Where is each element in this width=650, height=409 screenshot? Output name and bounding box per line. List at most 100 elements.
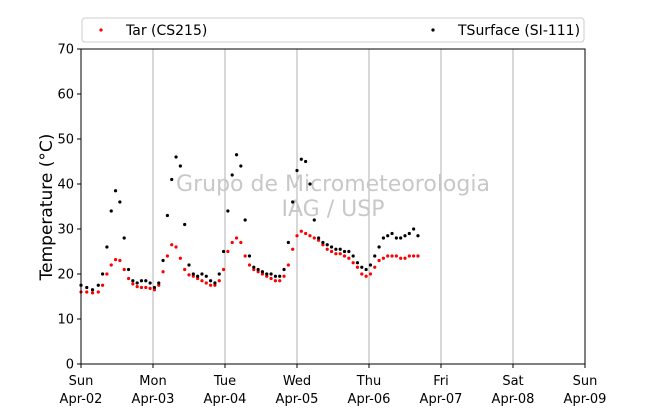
data-point [105, 245, 109, 249]
data-point [161, 270, 165, 274]
data-point [299, 229, 303, 233]
data-point [122, 267, 126, 272]
x-tick-label-day: Mon [139, 374, 166, 389]
data-point [234, 236, 239, 240]
data-point [381, 256, 385, 260]
data-point [390, 231, 394, 236]
data-point [139, 279, 144, 283]
data-point [256, 270, 260, 274]
data-point [373, 254, 377, 258]
data-point [282, 274, 286, 278]
data-point [85, 285, 89, 290]
x-tick-label-date: Apr-05 [276, 392, 319, 407]
data-point [368, 263, 373, 267]
data-point [96, 283, 100, 287]
data-point [338, 247, 342, 251]
y-tick-label: 50 [57, 133, 74, 148]
data-point [407, 231, 411, 236]
data-point [416, 234, 420, 238]
y-tick-label: 40 [57, 178, 74, 193]
data-point [407, 254, 411, 258]
y-axis-label: Temperature (°C) [37, 134, 57, 282]
y-tick-label: 10 [57, 313, 74, 328]
data-point [113, 189, 118, 193]
data-point [101, 283, 105, 287]
data-point [90, 291, 95, 295]
x-tick-label-date: Apr-02 [60, 392, 103, 407]
data-point [416, 254, 420, 258]
data-point [286, 240, 290, 245]
data-point [399, 236, 403, 240]
y-tick-label: 20 [57, 268, 74, 283]
data-point [252, 267, 256, 272]
data-point [304, 231, 308, 236]
data-point [256, 267, 260, 272]
data-point [183, 267, 187, 272]
data-point [329, 249, 334, 254]
data-point [247, 263, 252, 267]
data-point [282, 267, 286, 272]
y-tick-label: 0 [66, 358, 74, 373]
data-point [291, 247, 295, 251]
data-point [152, 285, 157, 290]
data-point [412, 227, 416, 231]
data-point [118, 200, 122, 204]
plot-area [81, 49, 585, 364]
data-point [299, 157, 303, 161]
legend-frame [81, 17, 585, 43]
data-point [101, 272, 105, 276]
data-point [230, 240, 234, 245]
data-point [381, 236, 385, 240]
data-point [403, 234, 407, 238]
data-point [360, 265, 364, 269]
data-point [217, 279, 221, 283]
x-tick-label-date: Apr-06 [348, 392, 391, 407]
series-tar [79, 229, 420, 295]
data-point [234, 153, 239, 157]
data-point [295, 234, 299, 238]
data-point [226, 249, 230, 254]
data-point [213, 283, 217, 287]
data-point [157, 283, 161, 287]
data-point [308, 234, 312, 238]
data-point [355, 261, 360, 265]
data-point [342, 254, 347, 258]
y-tick-label: 30 [57, 223, 74, 238]
data-point [295, 168, 299, 173]
data-point [317, 236, 321, 240]
x-axis-ticks: Sun Apr-02 Mon Apr-03 Tue Apr-04 Wed Apr-05 Thu A… [60, 364, 606, 407]
data-point [278, 279, 282, 283]
legend-marker-tsurface [431, 28, 435, 32]
data-point [308, 182, 312, 186]
data-point [334, 247, 338, 251]
data-point [178, 164, 182, 168]
data-point [386, 254, 390, 258]
data-point [178, 256, 182, 260]
y-tick-label: 70 [57, 43, 74, 58]
data-point [317, 238, 321, 242]
y-tick-label: 60 [57, 88, 74, 103]
data-point [90, 288, 95, 292]
data-point [122, 236, 126, 240]
data-point [338, 252, 342, 256]
data-point [126, 267, 131, 272]
data-point [252, 265, 256, 269]
data-point [351, 261, 355, 265]
data-point [118, 258, 122, 263]
data-point [243, 254, 247, 258]
data-point [239, 240, 243, 245]
data-point [360, 272, 364, 276]
data-point [109, 209, 113, 213]
x-tick-label-day: Wed [283, 374, 311, 389]
x-tick-label-date: Apr-03 [132, 392, 175, 407]
x-tick-label-day: Fri [433, 374, 449, 389]
data-point [209, 283, 213, 287]
data-point [170, 243, 174, 247]
data-point [260, 272, 265, 276]
data-point [139, 285, 144, 290]
data-point [269, 272, 273, 276]
watermark: Grupo de Micrometeorologia IAG / USP [176, 172, 490, 222]
data-point [144, 285, 148, 290]
data-point [403, 256, 407, 260]
